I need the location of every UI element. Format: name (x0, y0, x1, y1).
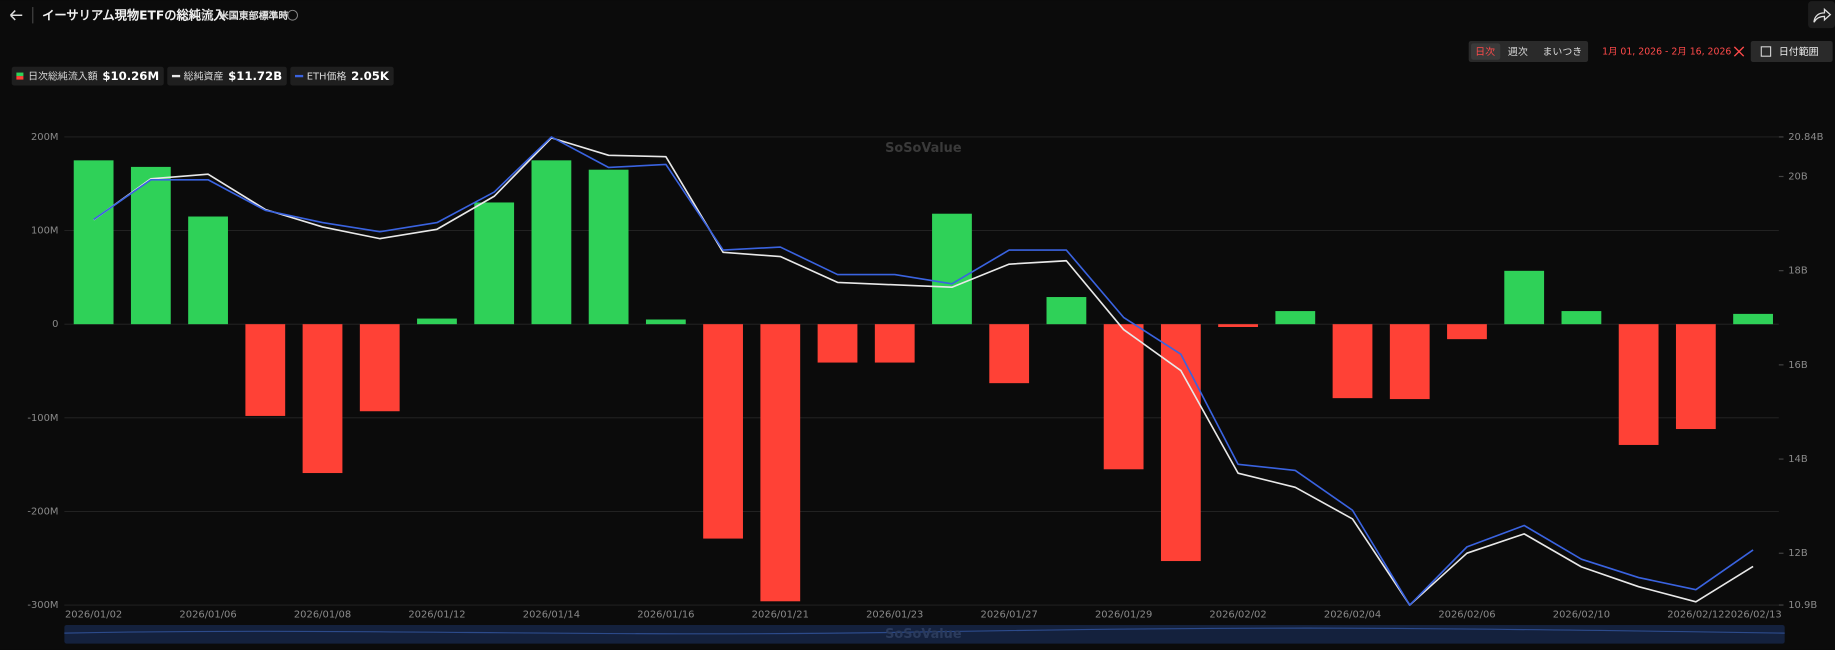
x-tick-label: 2026/02/10 (1553, 609, 1610, 620)
bar (1389, 324, 1430, 400)
y2-tick-label: 20B (1788, 171, 1808, 182)
bar (245, 324, 286, 416)
line (93, 137, 1754, 606)
y2-tick-label: 16B (1788, 360, 1808, 371)
scrollbar[interactable] (64, 624, 1785, 644)
watermark: SoSoValue (885, 627, 962, 642)
bar (588, 169, 629, 325)
bar (1504, 270, 1545, 325)
date-range[interactable]: 1月 01, 2026 - 2月 16, 2026 (1602, 47, 1731, 58)
scrollbar-preview (64, 627, 1785, 635)
bar (760, 324, 801, 602)
clear-date[interactable] (1733, 46, 1745, 57)
period-button[interactable]: 日次 (1475, 45, 1495, 58)
bar (1275, 311, 1316, 325)
y2-tick-label: 20.84B (1788, 132, 1823, 143)
bar (932, 213, 972, 325)
period-active (1471, 43, 1501, 60)
x-tick-label: 2026/01/27 (981, 609, 1038, 620)
legend-value: 2.05K (351, 69, 390, 83)
bar (645, 319, 686, 325)
period-button[interactable]: 週次 (1508, 45, 1528, 58)
bar (1046, 297, 1087, 325)
x-tick-label: 2026/01/16 (637, 609, 694, 620)
y-tick-label: -200M (27, 506, 58, 517)
y-tick-label: -100M (27, 413, 58, 424)
legend-item (11, 66, 164, 86)
back-button[interactable] (9, 10, 23, 21)
legend-swatch (294, 74, 304, 78)
bar (531, 160, 572, 325)
legend-value: $10.26M (102, 69, 159, 83)
bar (1160, 324, 1201, 562)
y2-tick-label: 14B (1788, 454, 1808, 465)
bar (1618, 324, 1659, 445)
legend-item (290, 66, 394, 86)
watermark: SoSoValue (885, 141, 962, 156)
legend-swatch (171, 74, 181, 78)
timezone: 米国東部標準時 (219, 9, 289, 22)
info-icon[interactable] (201, 9, 213, 21)
x-tick-label: 2026/01/08 (294, 609, 351, 620)
y-tick-label: 100M (31, 226, 59, 237)
date-button-box[interactable] (1750, 40, 1833, 63)
bar (359, 324, 400, 412)
info-icon[interactable] (287, 9, 298, 21)
bar (474, 202, 515, 325)
bar (1103, 324, 1144, 470)
x-tick-label: 2026/02/02 (1209, 609, 1266, 620)
x-tick-label: 2026/01/21 (752, 609, 809, 620)
x-tick-label: 2026/02/12 (1667, 609, 1724, 620)
bar (817, 324, 858, 363)
legend-label: ETH価格 (307, 70, 347, 83)
bar (73, 160, 114, 325)
bar (703, 324, 743, 539)
y-tick-label: 200M (31, 132, 59, 143)
bar (417, 318, 457, 325)
calendar-icon (1760, 46, 1772, 57)
bar (989, 324, 1030, 384)
bar (874, 324, 915, 363)
y-tick-label: 0 (52, 319, 58, 330)
bar (130, 166, 171, 325)
bar (1218, 324, 1258, 327)
line (93, 136, 1754, 606)
bar (302, 324, 343, 474)
legend-label: 総純資産 (184, 70, 224, 83)
x-tick-label: 2026/01/02 (65, 609, 122, 620)
legend: 日次総純流入額 $10.26M 総純資産 $11.72B ETH価格 2.05K (11, 66, 394, 86)
bar (1733, 313, 1773, 325)
date-button[interactable]: 日付範囲 (1779, 45, 1819, 58)
y2-tick-label: 18B (1788, 266, 1808, 277)
bar (1332, 324, 1373, 399)
bar (1675, 324, 1716, 430)
legend-value: $11.72B (228, 69, 282, 83)
y2-tick-label: 10.9B (1788, 600, 1817, 611)
bar (188, 216, 228, 325)
y2-tick-label: 12B (1788, 548, 1808, 559)
x-tick-label: 2026/01/06 (179, 609, 236, 620)
x-tick-label: 2026/01/23 (866, 609, 923, 620)
y-tick-label: -300M (27, 600, 58, 611)
legend-item (167, 66, 287, 86)
x-tick-label: 2026/02/13 (1724, 609, 1781, 620)
share-icon (1813, 7, 1832, 23)
legend-swatch (16, 72, 24, 77)
page-title: イーサリアム現物ETFの総純流入 (42, 7, 226, 22)
bar (1447, 324, 1487, 340)
legend-label: 日次総純流入額 (28, 70, 98, 83)
legend-swatch (16, 76, 24, 80)
bar (1561, 311, 1602, 325)
x-tick-label: 2026/01/14 (523, 609, 580, 620)
x-tick-label: 2026/01/29 (1095, 609, 1152, 620)
x-tick-label: 2026/02/04 (1324, 609, 1381, 620)
period-button[interactable]: まいつき (1542, 46, 1582, 58)
x-tick-label: 2026/01/12 (408, 609, 465, 620)
x-tick-label: 2026/02/06 (1438, 609, 1495, 620)
